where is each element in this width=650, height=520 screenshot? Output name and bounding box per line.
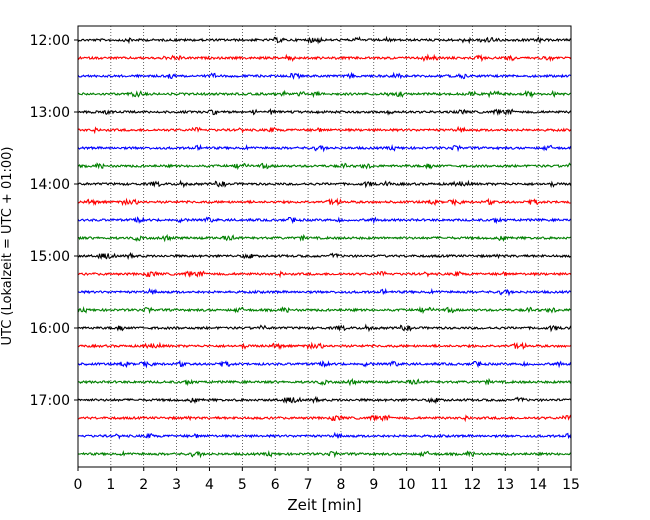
x-axis-title: Zeit [min]: [287, 496, 361, 514]
seismic-trace: [77, 89, 572, 99]
seismic-trace: [77, 323, 572, 333]
x-tick-label: 12: [463, 477, 481, 493]
seismic-trace: [77, 270, 572, 279]
seismic-trace: [77, 162, 572, 171]
seismic-trace: [77, 107, 572, 117]
y-axis-title: UTC (Lokalzeit = UTC + 01:00): [0, 147, 15, 346]
seismic-trace: [77, 431, 572, 440]
x-tick-label: 13: [496, 477, 514, 493]
seismic-trace: [77, 359, 572, 369]
y-tick-label: 15:00: [30, 249, 70, 265]
x-tick-label: 10: [398, 477, 416, 493]
x-tick-label: 3: [172, 477, 181, 493]
seismic-trace: [77, 305, 572, 315]
y-tick-label: 14:00: [30, 177, 70, 193]
x-tick-label: 2: [139, 477, 148, 493]
x-tick-label: 8: [336, 477, 345, 493]
seismic-trace: [77, 197, 572, 207]
x-tick-label: 1: [106, 477, 115, 493]
y-tick-label: 17:00: [30, 393, 70, 409]
y-tick-label: 13:00: [30, 105, 70, 121]
seismic-traces: [77, 35, 572, 459]
seismic-trace: [77, 395, 572, 405]
seismic-trace: [77, 377, 572, 387]
x-tick-label: 0: [74, 477, 83, 493]
x-tick-label: 9: [369, 477, 378, 493]
seismic-trace: [77, 53, 572, 63]
seismic-trace: [77, 287, 572, 297]
x-axis: 0 1 2 3 4 5 6 7 8 9 10 11 12 13 14 15: [74, 467, 580, 493]
seismic-trace: [77, 449, 572, 459]
x-tick-label: 7: [304, 477, 313, 493]
seismic-trace: [77, 216, 572, 225]
seismic-trace: [77, 143, 572, 153]
seismic-trace: [77, 35, 571, 45]
y-tick-label: 16:00: [30, 321, 70, 337]
y-axis: 12:00 13:00 14:00 15:00 16:00 17:00: [30, 33, 78, 409]
seismic-trace: [77, 233, 572, 243]
seismic-trace: [77, 414, 572, 423]
seismic-trace: [77, 179, 572, 189]
seismic-trace: [77, 125, 572, 135]
seismic-trace: [77, 341, 572, 351]
x-tick-label: 11: [431, 477, 449, 493]
y-tick-label: 12:00: [30, 33, 70, 49]
x-tick-label: 5: [238, 477, 247, 493]
seismic-trace: [77, 251, 572, 260]
x-tick-label: 6: [271, 477, 280, 493]
x-tick-label: 15: [562, 477, 580, 493]
x-tick-label: 4: [205, 477, 214, 493]
seismic-trace: [77, 71, 572, 80]
x-tick-label: 14: [529, 477, 547, 493]
plot-frame: [77, 25, 572, 468]
